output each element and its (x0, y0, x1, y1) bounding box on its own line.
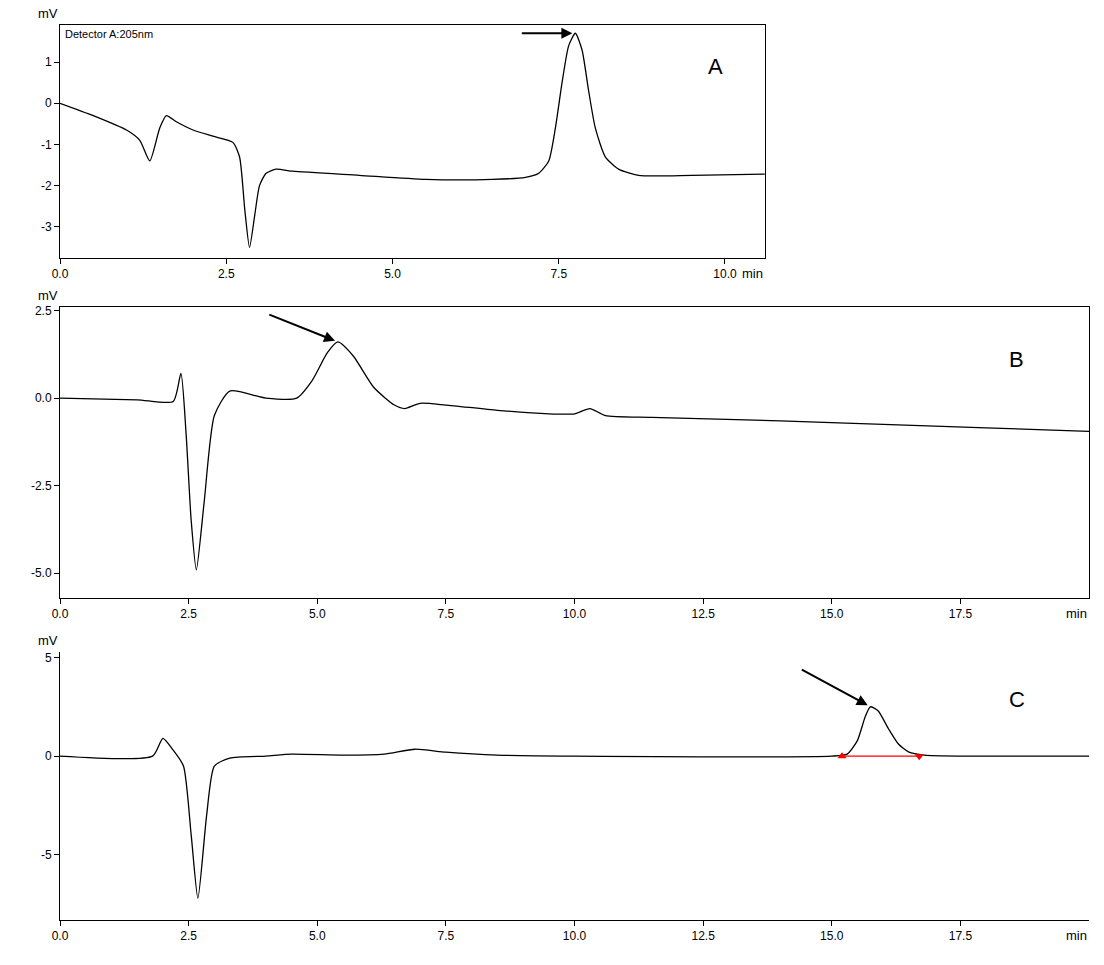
svg-text:-5.0: -5.0 (31, 566, 52, 580)
svg-text:0: 0 (45, 749, 52, 763)
svg-text:17.5: 17.5 (949, 929, 973, 943)
svg-text:5: 5 (45, 651, 52, 665)
svg-text:2.5: 2.5 (180, 607, 197, 621)
svg-text:mV: mV (38, 288, 58, 303)
svg-text:0.0: 0.0 (52, 267, 69, 281)
svg-text:1: 1 (45, 55, 52, 69)
svg-text:5.0: 5.0 (384, 267, 401, 281)
svg-text:2.5: 2.5 (218, 267, 235, 281)
svg-text:Detector A:205nm: Detector A:205nm (65, 28, 153, 40)
svg-text:2.5: 2.5 (35, 304, 52, 318)
svg-text:min: min (1066, 928, 1087, 943)
svg-text:0.0: 0.0 (35, 391, 52, 405)
svg-text:10.0: 10.0 (563, 607, 587, 621)
svg-text:-2: -2 (41, 179, 52, 193)
svg-text:0.0: 0.0 (52, 607, 69, 621)
svg-text:0: 0 (45, 96, 52, 110)
svg-text:10.0: 10.0 (713, 267, 737, 281)
svg-text:-2.5: -2.5 (31, 479, 52, 493)
svg-text:-3: -3 (41, 220, 52, 234)
svg-text:-5: -5 (41, 848, 52, 862)
svg-text:B: B (1009, 347, 1024, 372)
svg-text:17.5: 17.5 (949, 607, 973, 621)
svg-text:mV: mV (38, 6, 58, 21)
svg-text:A: A (708, 54, 723, 79)
svg-text:15.0: 15.0 (820, 607, 844, 621)
svg-text:min: min (1066, 606, 1087, 621)
svg-text:5.0: 5.0 (309, 607, 326, 621)
svg-text:C: C (1009, 687, 1025, 712)
svg-text:2.5: 2.5 (180, 929, 197, 943)
svg-text:mV: mV (38, 633, 58, 648)
svg-text:15.0: 15.0 (820, 929, 844, 943)
svg-text:-1: -1 (41, 138, 52, 152)
svg-text:12.5: 12.5 (691, 607, 715, 621)
svg-text:7.5: 7.5 (550, 267, 567, 281)
svg-text:10.0: 10.0 (563, 929, 587, 943)
svg-text:12.5: 12.5 (691, 929, 715, 943)
svg-text:0.0: 0.0 (52, 929, 69, 943)
svg-text:5.0: 5.0 (309, 929, 326, 943)
svg-text:7.5: 7.5 (438, 607, 455, 621)
svg-text:7.5: 7.5 (438, 929, 455, 943)
svg-text:min: min (742, 266, 763, 281)
